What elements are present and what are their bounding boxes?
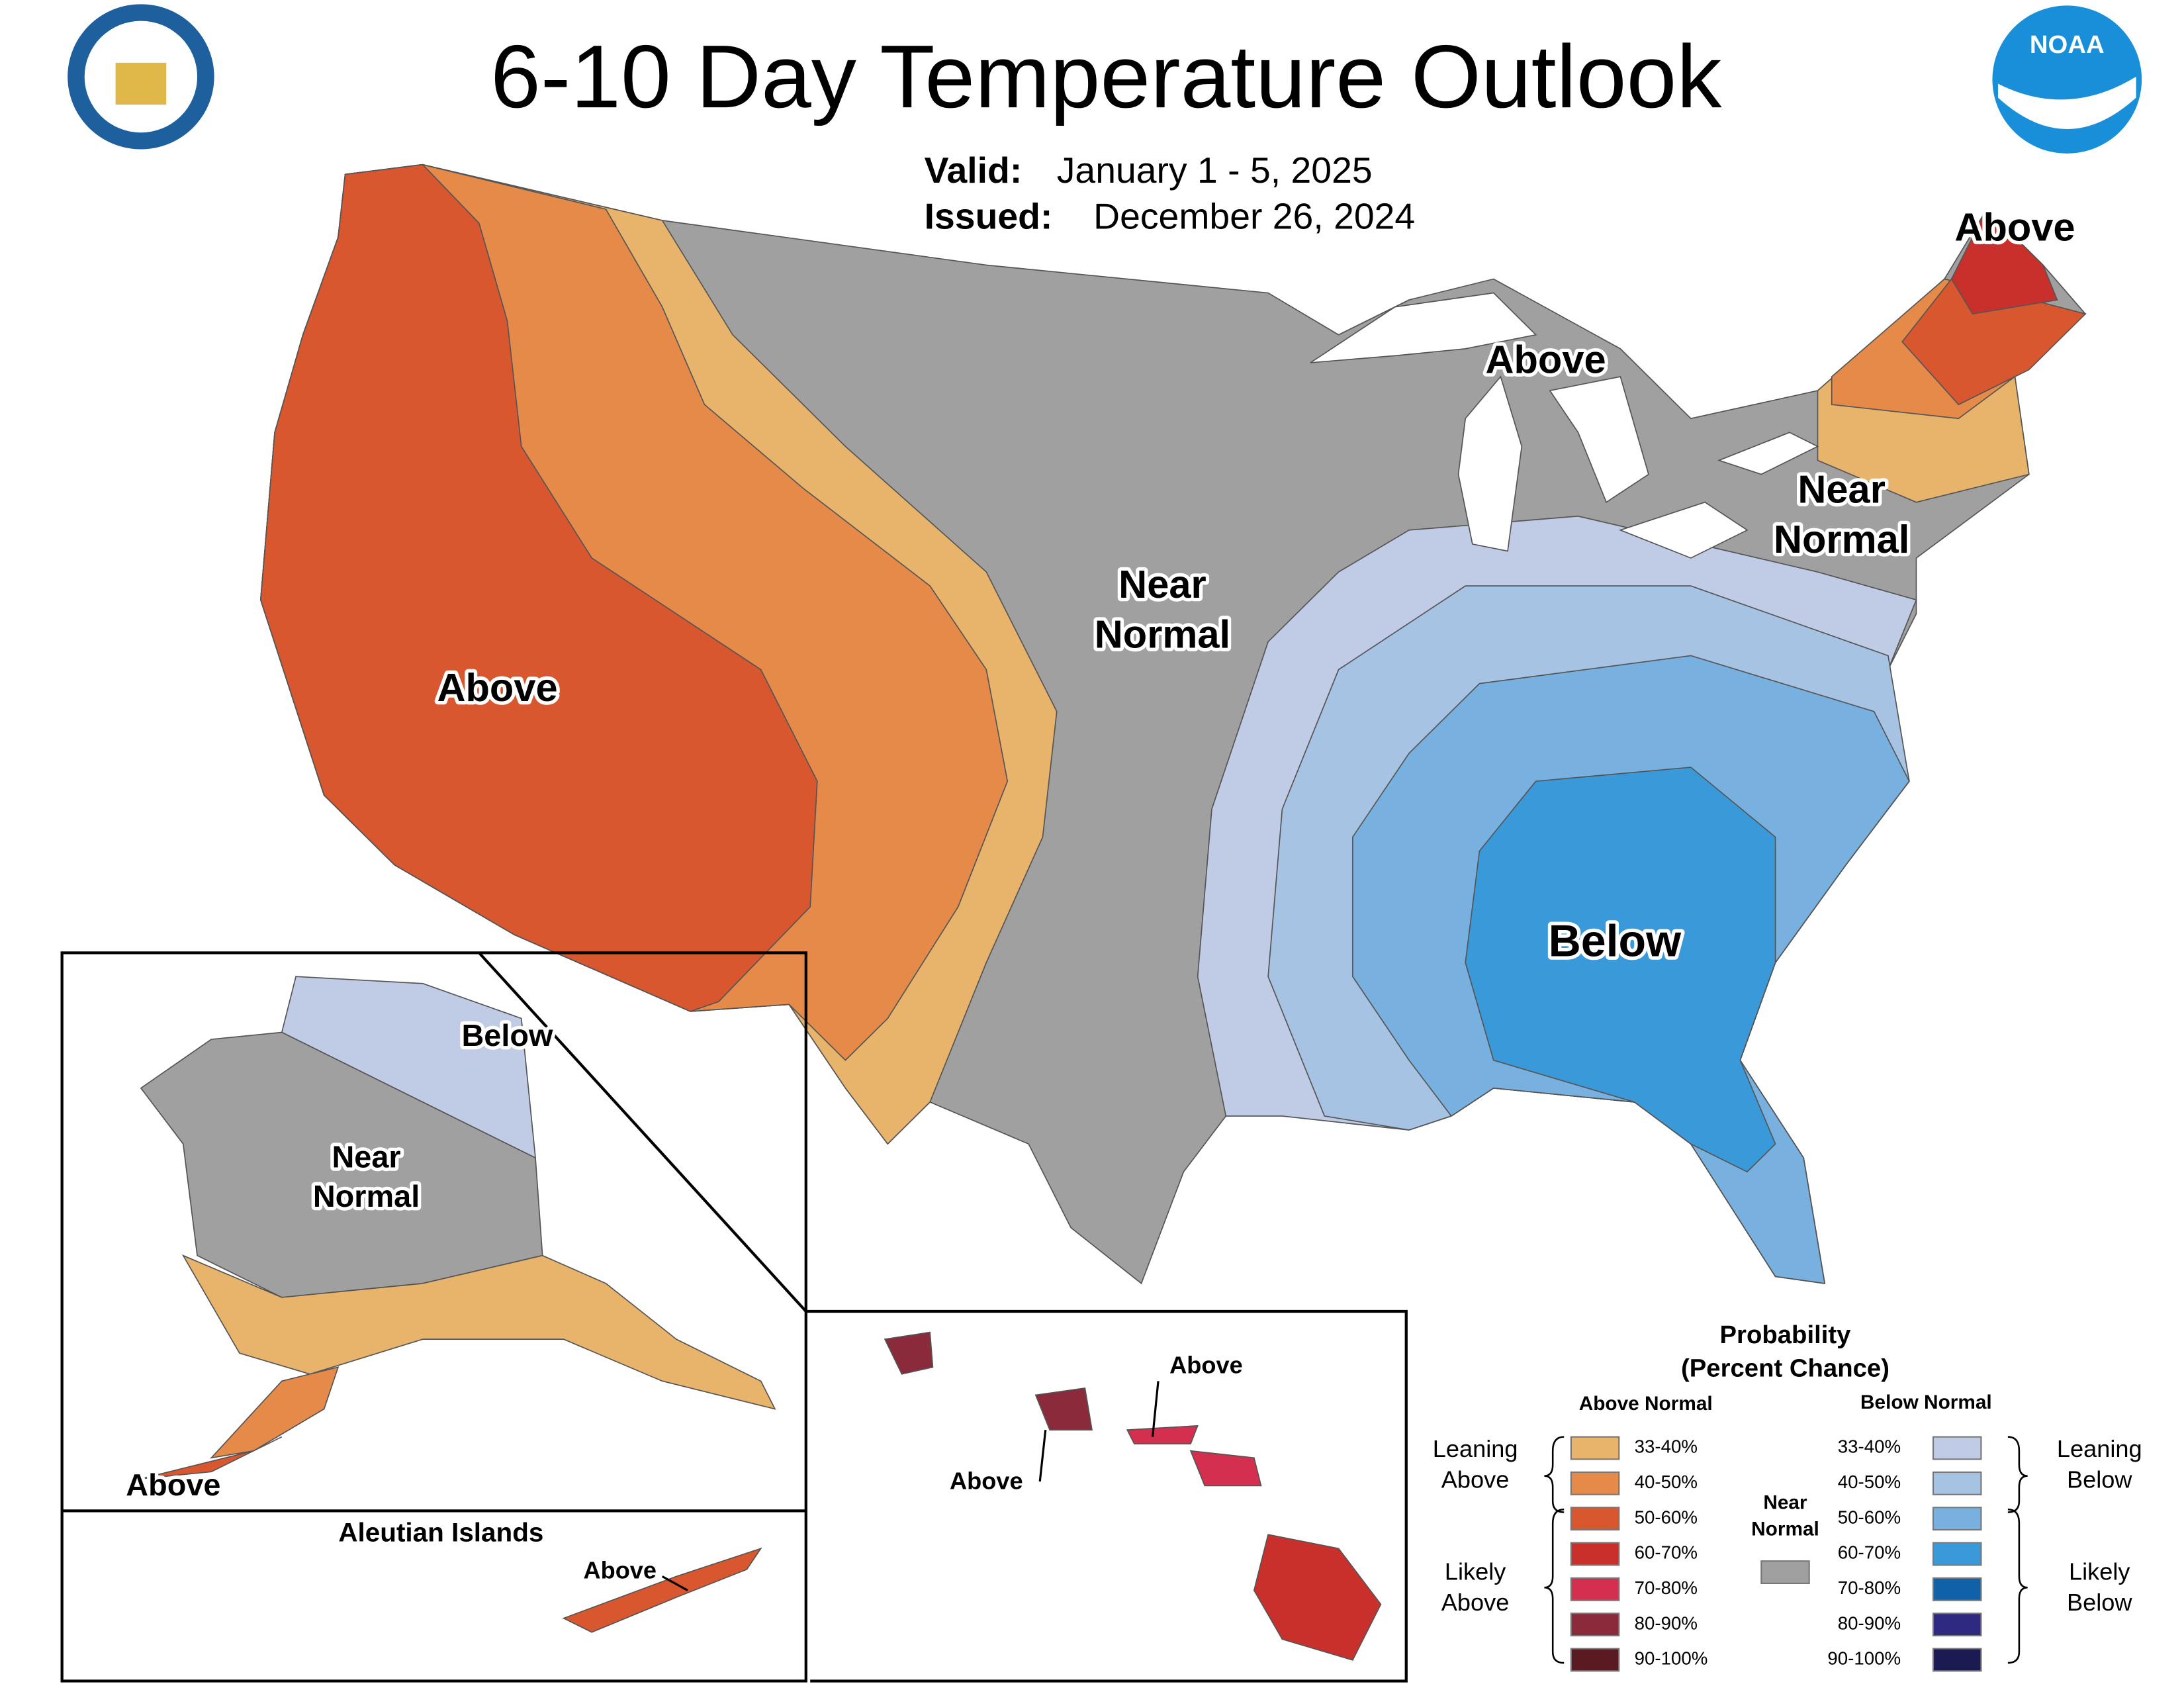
logo-shield [115,62,167,105]
region [1189,1450,1262,1487]
leader-line [661,1381,1160,1591]
region [1253,1534,1382,1661]
legend-near-label: Normal [1751,1519,1819,1540]
legend-swatch [1760,1560,1810,1584]
legend: 33-40% 33-40% 40-50% 40-50% 50-60% 50-60% 60-7… [1433,1435,2142,1672]
legend-swatch [1570,1436,1620,1460]
legend-swatch [1932,1577,1982,1601]
legend-swatch [1932,1613,1982,1637]
legend-group-label: Leaning [2057,1435,2142,1462]
region [1457,375,1523,552]
region [1549,376,1649,503]
legend-braces [1544,1436,2028,1664]
legend-below-heading: Below Normal [1860,1391,1992,1413]
legend-swatch [1932,1648,1982,1672]
logo-bird [1997,76,2136,129]
region [140,1436,283,1479]
commerce-logo [68,4,214,150]
noaa-logo: NOAA [1992,5,2142,154]
region [181,1254,776,1410]
region [1618,501,1749,559]
legend-title: Probability [1720,1321,1851,1349]
region-label: Near [1797,467,1886,512]
region [1310,292,1537,363]
region-label: Normal [313,1179,420,1213]
valid-date: January 1 - 5, 2025 [1057,150,1373,191]
region-label: Above [126,1468,220,1502]
region [1034,1387,1093,1430]
map-shapes [140,164,2087,1661]
legend-label: 33-40% [1838,1436,1901,1457]
legend-label: 60-70% [1635,1542,1698,1563]
legend-subtitle: (Percent Chance) [1681,1354,1889,1383]
region-label: Above [1954,205,2075,250]
logo-text: NOAA [2030,30,2105,59]
region [210,1366,340,1459]
legend-swatch [1932,1542,1982,1566]
legend-label: 50-60% [1838,1507,1901,1528]
legend-label: 70-80% [1635,1577,1698,1598]
legend-label: 60-70% [1838,1542,1901,1563]
region-label: Above [1169,1352,1243,1379]
region-label: Above [950,1468,1023,1495]
legend-swatch [1570,1507,1620,1531]
legend-label: 50-60% [1635,1507,1698,1528]
aleutian-title: Aleutian Islands [338,1518,543,1548]
region [260,164,818,1012]
legend-swatch [1570,1577,1620,1601]
legend-label: 33-40% [1635,1436,1698,1457]
legend-group-label: Above [1441,1466,1510,1493]
legend-label: 90-100% [1827,1648,1901,1669]
legend-near-label: Near [1763,1492,1807,1514]
legend-group-label: Leaning [1433,1435,1518,1462]
region [1465,767,1776,1173]
region-label: Near [1118,562,1206,606]
region [1950,208,2058,315]
legend-group-label: Below [2067,1466,2133,1493]
logo-disc [1992,5,2142,154]
legend-group-label: Above [1441,1589,1510,1616]
region-label: Normal [1774,517,1909,561]
region-label: Below [461,1018,553,1053]
legend-label: 90-100% [1635,1648,1708,1669]
legend-swatch [1932,1436,1982,1460]
region [562,1547,762,1633]
legend-swatch [1570,1542,1620,1566]
valid-label: Valid: [925,150,1023,191]
title: 6-10 Day Temperature Outlook [490,26,1722,126]
region [884,1331,934,1375]
legend-group-label: Below [2067,1589,2133,1616]
legend-swatch [1570,1613,1620,1637]
legend-swatch [1932,1471,1982,1495]
legend-label: 70-80% [1838,1577,1901,1598]
legend-swatch [1570,1648,1620,1672]
region-label: Above [437,665,557,710]
region-label: Below [1549,917,1682,966]
region [1717,432,1819,475]
legend-swatch [1570,1471,1620,1495]
legend-swatch [1932,1507,1982,1531]
issued-label: Issued: [925,196,1053,237]
legend-above-heading: Above Normal [1579,1393,1713,1415]
region-label: Near [332,1140,400,1174]
region [1901,278,2087,406]
legend-label: 80-90% [1635,1613,1698,1633]
region [1126,1425,1199,1445]
legend-label: 40-50% [1838,1472,1901,1492]
hawaii-frame [478,951,1408,1683]
legend-label: 40-50% [1635,1472,1698,1492]
legend-label: 80-90% [1838,1613,1901,1633]
legend-group-label: Likely [1445,1558,1506,1585]
region-label: Normal [1095,612,1230,657]
region-label: Above [583,1557,657,1584]
region-label: Above [1485,338,1606,382]
alaska-frame [60,951,807,1683]
legend-group-label: Likely [2069,1558,2130,1585]
issued-date: December 26, 2024 [1093,196,1415,237]
